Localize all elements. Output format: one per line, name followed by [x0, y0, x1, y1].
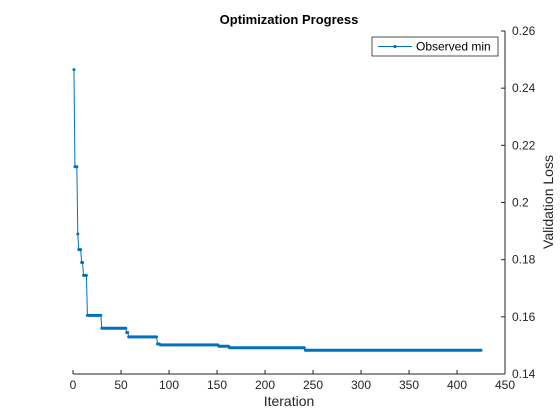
- data-point: [126, 331, 130, 335]
- x-tick-label: 450: [495, 378, 515, 392]
- x-tick-label: 250: [303, 378, 323, 392]
- data-point: [99, 313, 103, 317]
- x-ticks: 0 50 100 150 200 250 300 350 400 450: [70, 370, 515, 392]
- x-tick-label: 50: [114, 378, 128, 392]
- data-point: [124, 326, 128, 330]
- data-point: [155, 335, 159, 339]
- data-point: [72, 68, 76, 72]
- legend-entry-observed-min: Observed min: [416, 40, 491, 54]
- x-tick-label: 200: [255, 378, 275, 392]
- data-point: [84, 273, 88, 277]
- x-tick-label: 100: [159, 378, 179, 392]
- y-tick-label: 0.26: [512, 24, 536, 38]
- data-point: [302, 346, 306, 350]
- legend[interactable]: Observed min: [371, 36, 499, 57]
- x-tick-label: 350: [399, 378, 419, 392]
- x-tick-label: 400: [447, 378, 467, 392]
- series-line-observed-min: [73, 69, 481, 351]
- x-tick-label: 0: [70, 378, 77, 392]
- legend-box: [371, 36, 499, 57]
- y-axis-label: Validation Loss: [540, 155, 556, 249]
- series-group: [72, 68, 483, 352]
- chart-title: Optimization Progress: [220, 12, 359, 27]
- x-tick-label: 150: [207, 378, 227, 392]
- y-ticks: 0.14 0.16 0.18 0.2 0.22 0.24 0.26: [501, 24, 536, 381]
- legend-marker-sample: [393, 44, 397, 49]
- y-tick-label: 0.18: [512, 253, 536, 267]
- plot-area: 0 50 100 150 200 250 300 350 400 450 0.14 0.16 0.18…: [70, 24, 536, 392]
- data-point: [479, 348, 483, 352]
- data-point: [81, 261, 85, 265]
- data-point: [75, 165, 79, 169]
- y-tick-label: 0.24: [512, 81, 536, 95]
- y-tick-label: 0.14: [512, 367, 536, 381]
- data-point: [76, 232, 80, 236]
- x-axis-label: Iteration: [264, 393, 315, 409]
- x-tick-label: 300: [351, 378, 371, 392]
- data-point: [79, 248, 83, 252]
- y-tick-label: 0.2: [512, 196, 529, 210]
- y-tick-label: 0.22: [512, 138, 536, 152]
- y-tick-label: 0.16: [512, 310, 536, 324]
